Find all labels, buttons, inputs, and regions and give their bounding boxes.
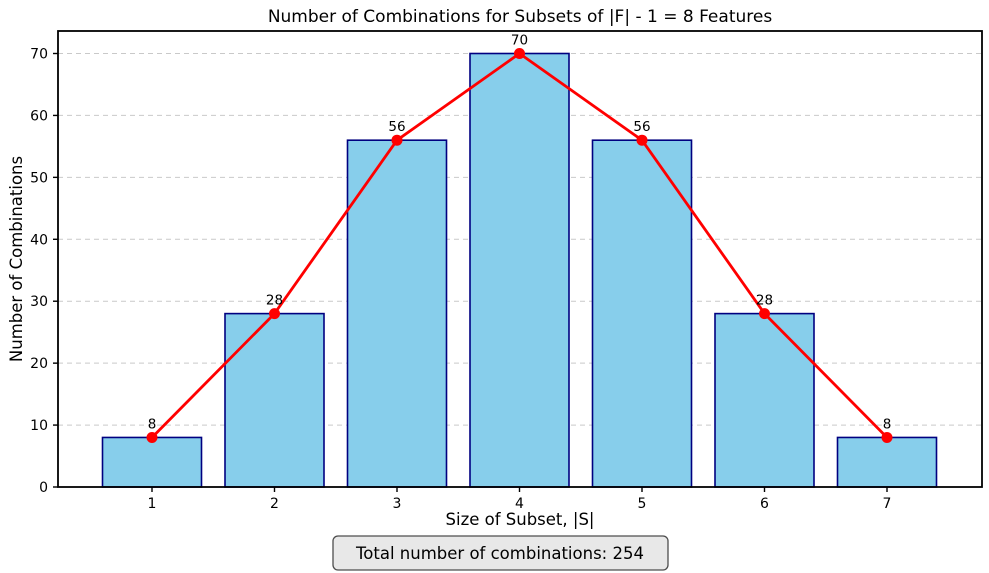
marker-6 [759,308,770,320]
value-label-2: 28 [266,293,283,309]
y-tick-label-40: 40 [30,232,48,248]
x-tick-label-7: 7 [883,496,892,512]
bar-3 [346,139,448,488]
marker-4 [514,48,525,59]
y-tick-label-60: 60 [30,108,48,124]
y-tick-label-70: 70 [30,47,48,63]
x-axis-ticks: 1 2 3 4 5 6 7 [148,487,892,512]
value-label-5: 56 [633,119,650,135]
chart-title: Number of Combinations for Subsets of |F… [268,7,773,27]
line-series [146,48,893,443]
marker-5 [636,134,648,146]
value-label-7: 8 [883,416,892,432]
x-tick-label-3: 3 [393,496,402,512]
y-tick-label-30: 30 [30,294,48,310]
y-tick-label-10: 10 [30,418,48,434]
total-annotation-box [332,535,669,571]
y-axis-label: Number of Combinations [7,156,26,362]
value-label-6: 28 [756,293,773,309]
bar-2 [224,312,325,488]
marker-2 [269,308,280,320]
total-annotation: Total number of combinations: 254 [332,535,669,571]
x-tick-label-2: 2 [270,496,279,512]
bar-7 [836,436,938,488]
total-annotation-text: Total number of combinations: 254 [355,544,644,563]
bar-series [101,52,938,488]
marker-7 [881,431,893,443]
x-tick-label-6: 6 [760,496,769,512]
x-axis-label: Size of Subset, |S| [446,510,595,529]
x-tick-label-1: 1 [148,496,157,512]
value-label-1: 8 [148,416,157,432]
x-tick-label-4: 4 [515,496,524,512]
bar-1 [101,436,203,488]
y-tick-label-20: 20 [30,356,48,372]
bar-6 [714,312,815,488]
y-axis-ticks: 0 10 20 30 40 50 60 70 [30,47,58,496]
bar-5 [591,139,693,488]
y-tick-label-50: 50 [30,170,48,186]
value-label-4: 70 [511,33,528,49]
value-labels: 8 28 56 70 56 28 8 [148,33,892,433]
marker-1 [146,431,158,443]
marker-3 [391,134,403,146]
bar-4 [469,52,570,488]
y-tick-label-0: 0 [39,480,48,496]
value-label-3: 56 [388,119,405,135]
x-tick-label-5: 5 [638,496,647,512]
